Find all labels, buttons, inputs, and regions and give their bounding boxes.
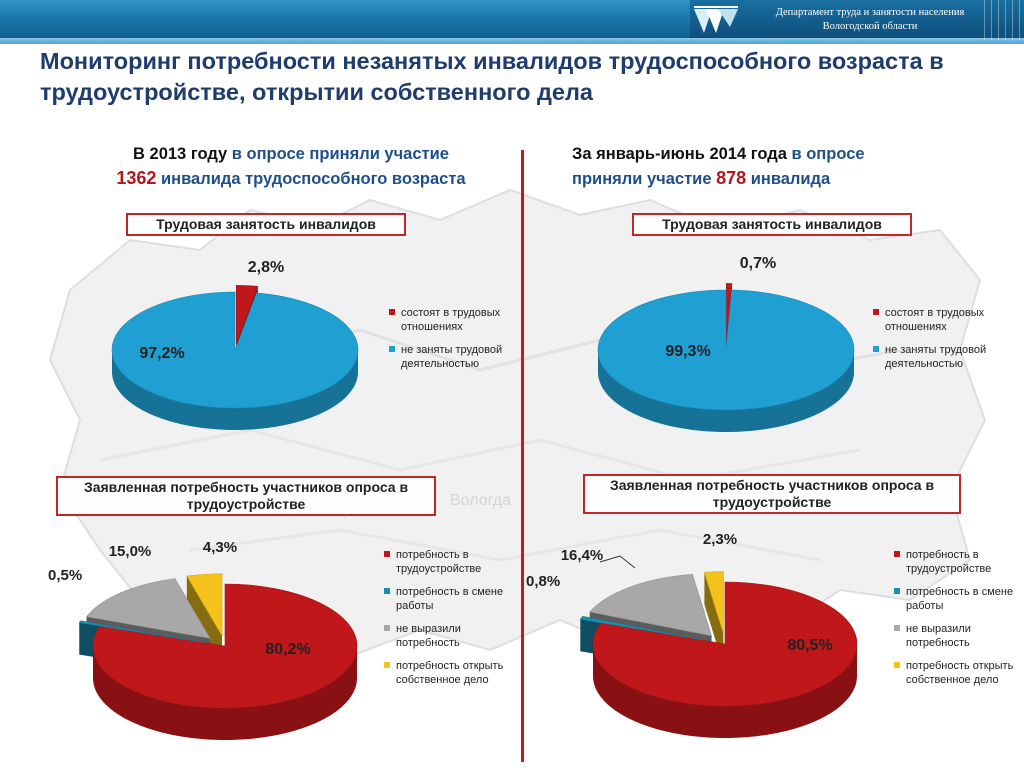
- legend-swatch: [894, 662, 900, 668]
- legend-item: не заняты трудовой деятельностью: [873, 343, 1013, 371]
- chart-title-employment-2014: Трудовая занятость инвалидов: [632, 213, 912, 236]
- legend-item: не заняты трудовой деятельностью: [389, 343, 509, 371]
- legend-item: потребность в смене работы: [894, 585, 1019, 613]
- legend-item: потребность в трудоустройстве: [384, 548, 514, 576]
- chart-title-need-2014: Заявленная потребность участников опроса…: [583, 474, 961, 514]
- legend-swatch: [384, 662, 390, 668]
- legend-label: потребность открыть собственное дело: [906, 660, 1014, 686]
- data-label: 15,0%: [109, 543, 152, 560]
- pie-slice: [85, 578, 211, 639]
- pie-slice: [592, 581, 858, 707]
- pie-chart-need-2013: 80,2% 0,5% 15,0% 4,3%: [48, 539, 358, 740]
- pie-chart-need-2014: 80,5% 0,8%16,4% 2,3%: [526, 531, 858, 738]
- data-label: 99,3%: [665, 343, 710, 360]
- right-participation-text-2: приняли участие: [572, 170, 717, 188]
- department-logo-icon: [694, 6, 738, 33]
- legend-swatch: [894, 588, 900, 594]
- label-leader-line: [599, 555, 636, 569]
- legend-label: потребность в трудоустройстве: [396, 549, 482, 575]
- right-participation-text: в опросе: [786, 145, 865, 163]
- header-department-panel: [690, 0, 1024, 40]
- department-line-2: Вологодской области: [822, 21, 918, 32]
- legend-label: состоят в трудовых отношениях: [885, 307, 985, 333]
- pie-slice: [704, 571, 724, 634]
- department-name: Департамент труда и занятости населения …: [740, 6, 1000, 34]
- legend-item: состоят в трудовых отношениях: [873, 306, 1013, 334]
- left-period: В 2013 году: [133, 145, 228, 163]
- data-label: 97,2%: [139, 345, 184, 362]
- legend-employment-2013: состоят в трудовых отношениях не заняты т…: [389, 306, 509, 380]
- data-label: 4,3%: [203, 539, 237, 556]
- legend-swatch: [389, 346, 395, 352]
- legend-swatch: [389, 309, 395, 315]
- left-participants-text: инвалида трудоспособного возраста: [156, 170, 466, 188]
- column-divider: [521, 150, 524, 762]
- chart-title-need-2013: Заявленная потребность участников опроса…: [56, 476, 436, 516]
- pie-slice: [111, 291, 359, 409]
- data-label: 0,7%: [740, 255, 776, 272]
- department-line-1: Департамент труда и занятости населения: [775, 7, 965, 18]
- data-label: 2,8%: [248, 259, 284, 276]
- legend-swatch: [873, 309, 879, 315]
- data-label: 80,5%: [787, 637, 832, 654]
- data-label: 16,4%: [561, 547, 604, 564]
- legend-need-2014: потребность в трудоустройстве потребность…: [894, 548, 1019, 696]
- pie-slice: [726, 283, 733, 344]
- data-label: 0,8%: [526, 573, 560, 590]
- left-count: 1362: [116, 168, 157, 188]
- legend-swatch: [384, 551, 390, 557]
- legend-label: не заняты трудовой деятельностью: [401, 344, 503, 370]
- legend-label: потребность открыть собственное дело: [396, 660, 504, 686]
- page-title: Мониторинг потребности незанятых инвалид…: [40, 48, 944, 105]
- right-period: За январь-июнь 2014 года: [572, 145, 787, 163]
- pie-slice: [579, 616, 705, 641]
- legend-label: состоят в трудовых отношениях: [401, 307, 501, 333]
- legend-label: потребность в трудоустройстве: [906, 549, 992, 575]
- legend-swatch: [384, 588, 390, 594]
- legend-item: состоят в трудовых отношениях: [389, 306, 509, 334]
- legend-item: не выразили потребность: [384, 622, 514, 650]
- map-city-label: Вологда: [450, 492, 511, 509]
- pie-slice: [597, 289, 855, 411]
- pie-slice: [78, 620, 205, 643]
- legend-swatch: [384, 625, 390, 631]
- legend-need-2013: потребность в трудоустройстве потребность…: [384, 548, 514, 696]
- legend-swatch: [894, 551, 900, 557]
- right-count: 878: [716, 168, 747, 188]
- legend-item: потребность в смене работы: [384, 585, 514, 613]
- pie-slice-side: [704, 572, 724, 666]
- legend-label: не выразили потребность: [906, 623, 971, 649]
- right-subtitle: За январь-июнь 2014 года в опросе принял…: [572, 142, 1012, 191]
- pie-slice: [589, 574, 712, 637]
- pie-chart-employment-2013: 2,8% 97,2%: [111, 259, 359, 430]
- legend-item: не выразили потребность: [894, 622, 1019, 650]
- chart-title-employment-2013: Трудовая занятость инвалидов: [126, 213, 406, 236]
- legend-item: потребность открыть собственное дело: [384, 659, 514, 687]
- legend-swatch: [894, 625, 900, 631]
- legend-label: не выразили потребность: [396, 623, 461, 649]
- pie-slice: [186, 573, 223, 637]
- left-subtitle: В 2013 году в опросе приняли участие 136…: [66, 142, 516, 191]
- legend-label: не заняты трудовой деятельностью: [885, 344, 987, 370]
- legend-swatch: [873, 346, 879, 352]
- pie-slice: [92, 583, 358, 709]
- right-participants-text: инвалида: [746, 170, 831, 188]
- legend-employment-2014: состоят в трудовых отношениях не заняты т…: [873, 306, 1013, 380]
- legend-item: потребность в трудоустройстве: [894, 548, 1019, 576]
- pie-chart-employment-2014: 0,7% 99,3%: [597, 255, 855, 432]
- header-stripe: [0, 38, 1024, 44]
- pie-slice: [235, 285, 259, 344]
- legend-label: потребность в смене работы: [906, 586, 1014, 612]
- legend-label: потребность в смене работы: [396, 586, 504, 612]
- left-participation-text: в опросе приняли участие: [227, 145, 449, 163]
- data-label: 0,5%: [48, 567, 82, 584]
- legend-item: потребность открыть собственное дело: [894, 659, 1019, 687]
- data-label: 80,2%: [265, 641, 310, 658]
- data-label: 2,3%: [703, 531, 737, 548]
